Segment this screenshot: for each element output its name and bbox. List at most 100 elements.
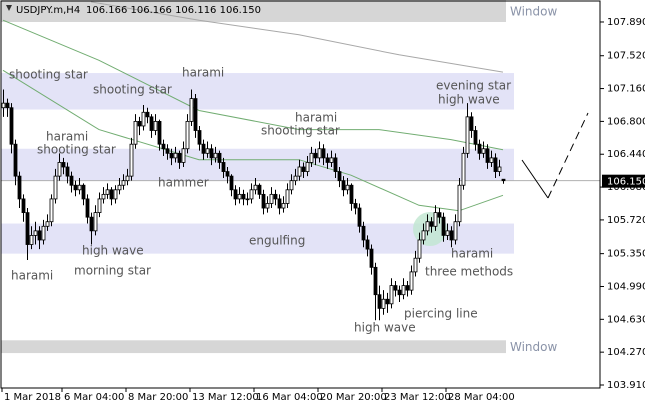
candle-body: [481, 148, 486, 154]
candle-body: [249, 189, 254, 200]
candle-body: [117, 184, 122, 191]
y-tick-label: 107.890: [607, 17, 645, 28]
y-tick-label: 105.350: [607, 249, 645, 260]
candle-body: [1, 102, 6, 109]
candle-body: [309, 152, 314, 163]
candle-body: [105, 189, 110, 195]
candle-body: [69, 175, 74, 186]
candle-body: [345, 184, 350, 191]
candle-body: [305, 162, 310, 172]
candle-body: [133, 120, 138, 145]
candle-body: [329, 157, 334, 163]
candle-body: [433, 212, 438, 227]
candle-body: [485, 148, 490, 163]
candle-body: [493, 157, 498, 172]
candle-body: [389, 285, 394, 305]
candle-body: [501, 178, 506, 182]
candle-body: [421, 230, 426, 241]
candle-body: [369, 248, 374, 268]
candle-body: [477, 143, 482, 154]
window-label: Window: [510, 4, 558, 18]
candle-body: [125, 175, 130, 182]
pattern-label: three methods: [425, 265, 513, 279]
candle-body: [381, 298, 386, 309]
candle-body: [85, 198, 90, 218]
x-tick-label: 23 Mar 12:00: [384, 392, 451, 403]
candle-body: [313, 152, 318, 159]
x-tick-label: 16 Mar 04:00: [256, 392, 323, 403]
candle-body: [57, 162, 62, 177]
x-tick-label: 1 Mar 2018: [4, 392, 61, 403]
zone: [1, 73, 514, 110]
pattern-label: harami: [46, 130, 88, 144]
moving-average: [90, 1, 504, 73]
candle-body: [53, 175, 58, 200]
pattern-label: high wave: [438, 93, 500, 107]
highlight: [413, 212, 447, 246]
candle-body: [417, 239, 422, 259]
candle-body: [341, 180, 346, 191]
pattern-label: shooting star: [37, 143, 116, 157]
candle-body: [181, 148, 186, 163]
candle-body: [233, 189, 238, 200]
candle-body: [21, 198, 26, 214]
candle-body: [385, 298, 390, 305]
y-tick-label: 105.720: [607, 215, 645, 226]
candle-body: [65, 166, 70, 177]
y-tick-label: 106.440: [607, 149, 645, 160]
header-icon: [6, 5, 12, 11]
candle-body: [45, 221, 50, 227]
candle-body: [201, 143, 206, 154]
y-tick-label: 107.160: [607, 84, 645, 95]
header-values: 106.166 106.166 106.116 106.150: [86, 5, 261, 16]
candle-body: [157, 120, 162, 145]
candle-body: [209, 148, 214, 159]
candle-body: [245, 198, 250, 201]
projection: [521, 159, 549, 199]
candle-body: [349, 184, 354, 204]
plot: [1, 1, 600, 321]
window-zone: [1, 340, 506, 354]
pattern-label: hammer: [158, 176, 209, 190]
pattern-label: shooting star: [9, 68, 88, 82]
price-label-box: [602, 174, 645, 188]
candle-body: [41, 225, 46, 241]
candle-body: [257, 184, 262, 195]
candle-body: [277, 198, 282, 209]
candle-body: [453, 221, 458, 241]
zone: [1, 148, 514, 181]
candle-body: [393, 285, 398, 291]
candle-body: [217, 152, 222, 163]
candle-body: [101, 193, 106, 200]
y-tick-label: 106.800: [607, 116, 645, 127]
pattern-label: harami: [11, 269, 53, 283]
candle-body: [173, 152, 178, 159]
y-tick-label: 104.630: [607, 314, 645, 325]
pattern-label: harami: [182, 66, 224, 80]
pattern-label: harami: [295, 111, 337, 125]
candle-body: [169, 152, 174, 159]
price-label: 106.150: [607, 177, 645, 188]
candle-body: [365, 239, 370, 250]
window-label: Window: [510, 340, 558, 354]
pattern-label: high wave: [354, 321, 416, 335]
pattern-label: evening star: [436, 79, 511, 93]
candle-body: [113, 189, 118, 200]
candle-body: [489, 157, 494, 163]
candle-body: [109, 189, 114, 200]
plot-frame: [0, 0, 601, 389]
candle-body: [429, 221, 434, 227]
candle-body: [37, 230, 42, 241]
candle-body: [89, 216, 94, 232]
moving-average: [2, 69, 504, 212]
candle-body: [285, 189, 290, 204]
candle-body: [465, 116, 470, 154]
candle-body: [129, 143, 134, 177]
candle-body: [9, 107, 14, 145]
candle-body: [401, 285, 406, 296]
y-tick-label: 104.270: [607, 347, 645, 358]
candle-body: [497, 166, 502, 172]
pattern-label: morning star: [74, 264, 151, 278]
candle-body: [377, 294, 382, 309]
candle-body: [225, 171, 230, 177]
